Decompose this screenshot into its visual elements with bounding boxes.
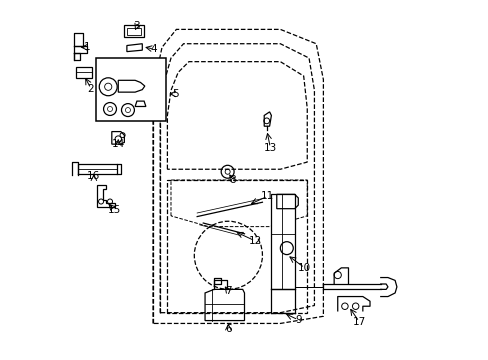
Text: 17: 17 (352, 317, 365, 327)
Text: 13: 13 (263, 143, 276, 153)
Text: 16: 16 (87, 171, 101, 181)
Text: 6: 6 (224, 324, 231, 334)
Text: 15: 15 (108, 206, 121, 216)
FancyBboxPatch shape (126, 28, 141, 35)
Text: 7: 7 (224, 286, 231, 296)
Text: 2: 2 (87, 84, 94, 94)
Text: 4: 4 (150, 44, 157, 54)
FancyBboxPatch shape (96, 58, 165, 121)
Text: 5: 5 (172, 89, 179, 99)
Text: 14: 14 (111, 139, 124, 149)
Text: 1: 1 (83, 42, 90, 52)
Text: 10: 10 (298, 263, 311, 273)
Text: 11: 11 (261, 191, 274, 201)
Text: 9: 9 (294, 315, 301, 325)
Text: 12: 12 (248, 236, 262, 246)
Text: 3: 3 (133, 21, 140, 31)
Polygon shape (271, 194, 294, 289)
Text: 8: 8 (229, 175, 236, 185)
